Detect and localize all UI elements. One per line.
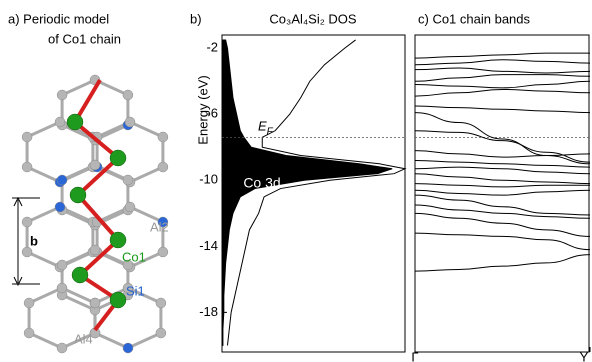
band-line <box>415 60 590 65</box>
figure: a) Periodic model of Co1 chain Al2 Co1 S… <box>0 0 592 362</box>
fermi-label: EF <box>258 119 274 137</box>
fermi-label-main: E <box>258 119 267 134</box>
al-atom <box>55 202 65 212</box>
y-tick-label: -6 <box>206 106 218 121</box>
al-atom <box>57 90 67 100</box>
band-line <box>415 89 590 96</box>
band-line <box>415 174 590 184</box>
band-line <box>415 195 590 215</box>
plot-frame <box>222 35 405 352</box>
al-atom <box>24 328 34 338</box>
al-atom <box>57 283 67 293</box>
band-line <box>415 81 590 88</box>
fermi-label-sub: F <box>267 126 274 137</box>
co-atom <box>110 232 126 248</box>
al-atom <box>57 260 67 270</box>
crystal-model <box>22 75 168 353</box>
y-tick-label: -14 <box>199 238 218 253</box>
co-atom <box>67 114 83 130</box>
series-label: Co 3d <box>243 174 280 190</box>
al-atom <box>24 298 34 308</box>
al-atom <box>123 90 133 100</box>
co-atom <box>110 292 126 308</box>
al-atom <box>158 247 168 257</box>
co-atom <box>72 267 88 283</box>
y-tick-label: -2 <box>206 40 218 55</box>
al-atom <box>90 245 100 255</box>
atom-label: Co1 <box>122 249 146 264</box>
y-tick-label: -10 <box>199 172 218 187</box>
al-atom <box>158 132 168 142</box>
chart-title: Co₃Al₄Si₂ DOS <box>269 11 356 26</box>
al-atom <box>158 162 168 172</box>
band-line <box>415 75 590 82</box>
band-line <box>415 233 590 250</box>
al-atom <box>123 175 133 185</box>
x-tick-label: Γ <box>411 349 418 362</box>
plot-frame <box>415 35 589 352</box>
chart-title: c) Co1 chain bands <box>418 11 531 26</box>
band-line <box>415 151 590 158</box>
band-line <box>415 190 590 195</box>
al-atom <box>90 298 100 308</box>
dos-line <box>227 40 405 345</box>
co-atom <box>110 150 126 166</box>
al-atom <box>22 162 32 172</box>
atom-label: Si1 <box>126 283 145 298</box>
al-atom <box>55 117 65 127</box>
al-atom <box>57 175 67 185</box>
atom-label: Al4 <box>74 331 93 346</box>
panel-title: of Co1 chain <box>48 31 121 46</box>
al-atom <box>90 160 100 170</box>
al-atom <box>22 132 32 142</box>
band-line <box>415 184 590 187</box>
y-tick-label: -18 <box>199 304 218 319</box>
band-line <box>415 160 590 167</box>
al-atom <box>125 202 135 212</box>
al-atom <box>125 117 135 127</box>
panel-label: b) <box>190 11 202 26</box>
band-line <box>415 113 590 164</box>
al-atom <box>123 343 133 353</box>
axis-letter: b <box>30 233 38 248</box>
al-atom <box>156 298 166 308</box>
al-atom <box>22 217 32 227</box>
al-atom <box>156 328 166 338</box>
band-line <box>415 255 590 272</box>
al-atom <box>57 343 67 353</box>
co-atom <box>70 187 86 203</box>
al-atom <box>22 247 32 257</box>
band-line <box>415 53 590 58</box>
atom-label: Al2 <box>150 219 169 234</box>
x-tick-label: Y <box>580 349 589 362</box>
panel-title: a) Periodic model <box>8 11 109 26</box>
band-line <box>415 106 590 113</box>
band-line <box>415 167 590 174</box>
lattice-edge <box>97 122 163 182</box>
band-line <box>415 68 590 73</box>
